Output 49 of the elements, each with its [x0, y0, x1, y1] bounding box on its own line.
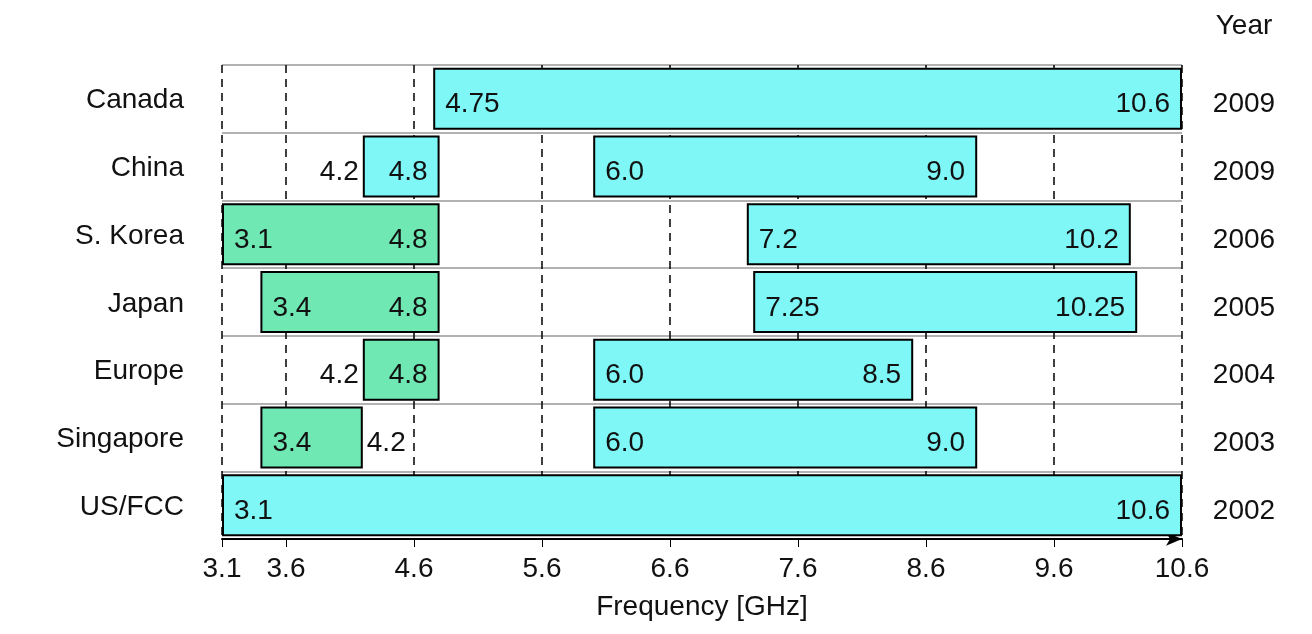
x-tick-label: 7.6: [778, 551, 818, 583]
annotation: 3.4: [272, 290, 312, 322]
annotation: 3.1: [234, 493, 273, 525]
x-tick-label: 3.6: [266, 551, 306, 583]
annotation: 6.0: [605, 425, 645, 457]
annotation: 10.6: [1115, 87, 1170, 119]
x-axis-title: Frequency [GHz]: [596, 589, 808, 621]
x-tick-label: 9.6: [1034, 551, 1074, 583]
text: 2002: [1212, 493, 1276, 525]
text: 2004: [1212, 358, 1276, 390]
annotation: 10.2: [1064, 222, 1119, 254]
annotation: 4.2: [366, 425, 406, 457]
annotation: 4.8: [388, 155, 428, 187]
annotation: 6.0: [605, 358, 645, 390]
x-tick-label: 4.6: [394, 551, 434, 583]
annotation: 9.0: [926, 425, 966, 457]
annotation: 4.8: [388, 358, 428, 390]
x-tick-label: 3.1: [202, 551, 242, 583]
annotation: 3.1: [234, 222, 273, 254]
y-tick-label: Singapore: [56, 421, 184, 453]
text: 2005: [1212, 290, 1276, 322]
annotation: 10.6: [1115, 493, 1170, 525]
y-tick-label: Japan: [107, 286, 184, 318]
text: 2009: [1212, 87, 1276, 119]
annotation: 4.8: [388, 290, 428, 322]
text: 2003: [1212, 425, 1276, 457]
y-tick-label: China: [110, 151, 185, 183]
annotation: 6.0: [605, 155, 645, 187]
annotation: 3.4: [272, 425, 312, 457]
x-tick-label: 8.6: [906, 551, 946, 583]
annotation: 9.0: [926, 155, 966, 187]
y-tick-label: Canada: [85, 83, 185, 115]
x-tick-label: 5.6: [522, 551, 562, 583]
text: Year: [1215, 8, 1273, 40]
x-tick-label: 6.6: [650, 551, 690, 583]
annotation: 7.25: [765, 290, 820, 322]
annotation: 8.5: [862, 358, 902, 390]
y-tick-label: US/FCC: [79, 489, 184, 521]
x-tick-label: 10.6: [1154, 551, 1210, 583]
y-tick-label: S. Korea: [75, 218, 185, 250]
annotation: 4.8: [388, 222, 428, 254]
text: 2006: [1212, 222, 1276, 254]
annotation: 4.75: [445, 87, 500, 119]
annotation: 7.2: [758, 222, 798, 254]
text: 2009: [1212, 155, 1276, 187]
annotation: 4.2: [319, 155, 359, 187]
annotation: 10.25: [1055, 290, 1126, 322]
annotation: 4.2: [319, 358, 359, 390]
y-tick-label: Europe: [93, 354, 184, 386]
